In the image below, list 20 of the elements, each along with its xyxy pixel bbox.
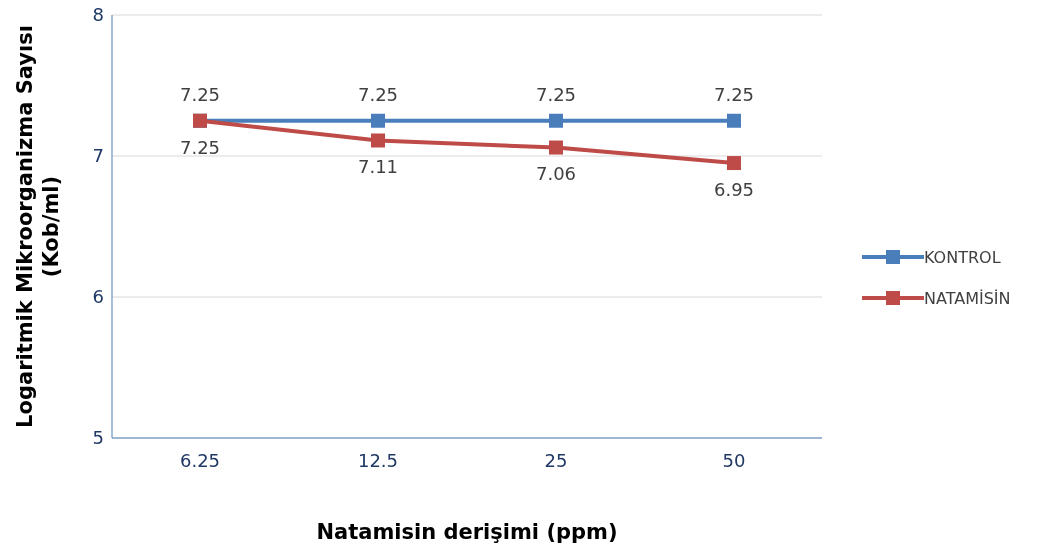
data-label: 6.95 <box>713 178 755 200</box>
data-label: 7.25 <box>179 83 221 105</box>
y-tick-label: 8 <box>92 4 104 26</box>
y-tick-label: 5 <box>92 427 104 449</box>
y-axis-title: Logaritmik Mikroorganizma Sayısı (Kob/ml) <box>13 25 63 428</box>
data-label: 7.11 <box>357 156 399 178</box>
legend-label: KONTROL <box>924 247 1001 267</box>
data-label: 7.25 <box>179 136 221 158</box>
data-label: 7.06 <box>535 163 577 185</box>
x-tick-label: 50 <box>722 449 746 471</box>
y-tick-label: 7 <box>92 145 104 167</box>
data-label: 7.25 <box>535 83 577 105</box>
x-tick-label: 25 <box>544 449 568 471</box>
x-tick-label: 6.25 <box>179 449 221 471</box>
x-axis-title: Natamisin derişimi (ppm) <box>316 520 618 544</box>
x-tick-label: 12.5 <box>357 449 399 471</box>
y-tick-label: 6 <box>92 286 104 308</box>
data-label: 7.25 <box>357 83 399 105</box>
data-label: 7.25 <box>713 83 755 105</box>
legend-label: NATAMİSİN <box>924 288 1011 308</box>
